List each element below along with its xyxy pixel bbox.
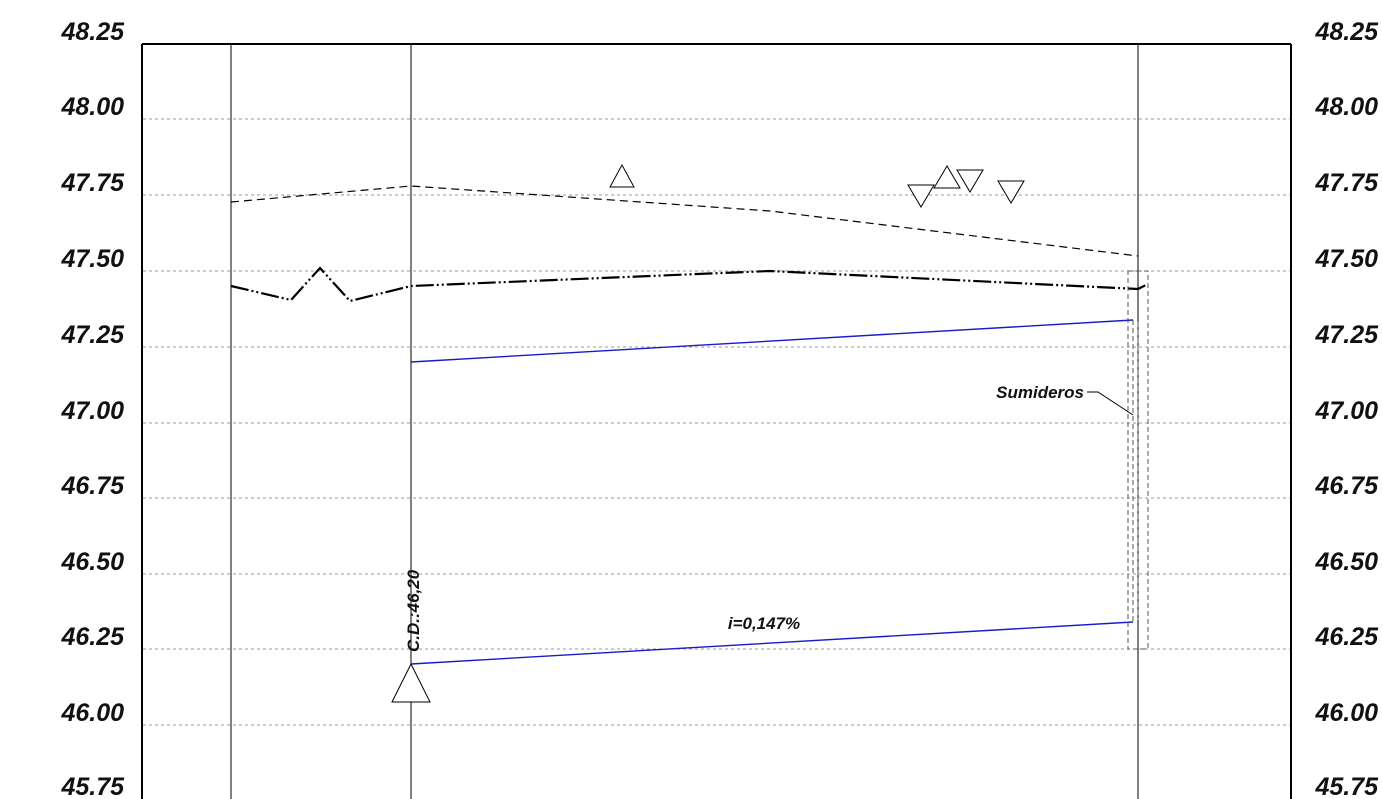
elevation-label-right: 46.75 bbox=[1314, 472, 1379, 500]
elevation-label-right: 46.25 bbox=[1314, 623, 1379, 651]
elevation-label-left: 47.50 bbox=[60, 245, 124, 273]
elevation-label-left: 47.00 bbox=[60, 397, 124, 425]
elevation-label-right: 47.50 bbox=[1314, 245, 1378, 273]
invert-elevation-label: C.D.:46,20 bbox=[404, 569, 423, 652]
triangle-down-icon bbox=[998, 181, 1024, 203]
elevation-label-right: 46.50 bbox=[1314, 548, 1378, 576]
triangle-up-icon bbox=[934, 166, 960, 188]
elevation-label-right: 45.75 bbox=[1314, 773, 1379, 799]
elevation-label-right: 47.25 bbox=[1314, 321, 1379, 349]
elevation-labels-right: 48.25 48.00 47.75 47.50 47.25 47.00 46.7… bbox=[1314, 18, 1379, 799]
elevation-label-left: 48.00 bbox=[60, 93, 124, 121]
elevation-label-left: 48.25 bbox=[60, 18, 125, 46]
elevation-label-left: 46.00 bbox=[60, 699, 124, 727]
elevation-label-left: 46.25 bbox=[60, 623, 125, 651]
elevation-label-left: 46.50 bbox=[60, 548, 124, 576]
elevation-label-right: 47.00 bbox=[1314, 397, 1378, 425]
elevation-label-left: 47.25 bbox=[60, 321, 125, 349]
sump-label: Sumideros bbox=[996, 383, 1084, 402]
survey-marks bbox=[392, 165, 1024, 702]
slope-label: i=0,147% bbox=[728, 614, 800, 633]
triangle-down-icon bbox=[957, 170, 983, 192]
triangle-down-icon bbox=[908, 185, 934, 207]
elevation-grid bbox=[143, 119, 1290, 725]
triangle-up-icon bbox=[392, 664, 430, 702]
station-lines bbox=[231, 44, 1138, 799]
design-level-line bbox=[231, 186, 1138, 256]
pipe-crown-line bbox=[411, 320, 1133, 362]
sump-leader bbox=[1087, 392, 1133, 415]
elevation-label-left: 45.75 bbox=[60, 773, 125, 799]
elevation-label-left: 46.75 bbox=[60, 472, 125, 500]
elevation-label-right: 48.00 bbox=[1314, 93, 1378, 121]
terrain-line bbox=[231, 268, 1148, 301]
elevation-label-right: 48.25 bbox=[1314, 18, 1379, 46]
triangle-up-icon bbox=[610, 165, 634, 187]
elevation-label-left: 47.75 bbox=[60, 169, 125, 197]
elevation-labels-left: 48.25 48.00 47.75 47.50 47.25 47.00 46.7… bbox=[60, 18, 125, 799]
drawing-frame bbox=[142, 44, 1291, 799]
elevation-label-right: 47.75 bbox=[1314, 169, 1379, 197]
elevation-label-right: 46.00 bbox=[1314, 699, 1378, 727]
